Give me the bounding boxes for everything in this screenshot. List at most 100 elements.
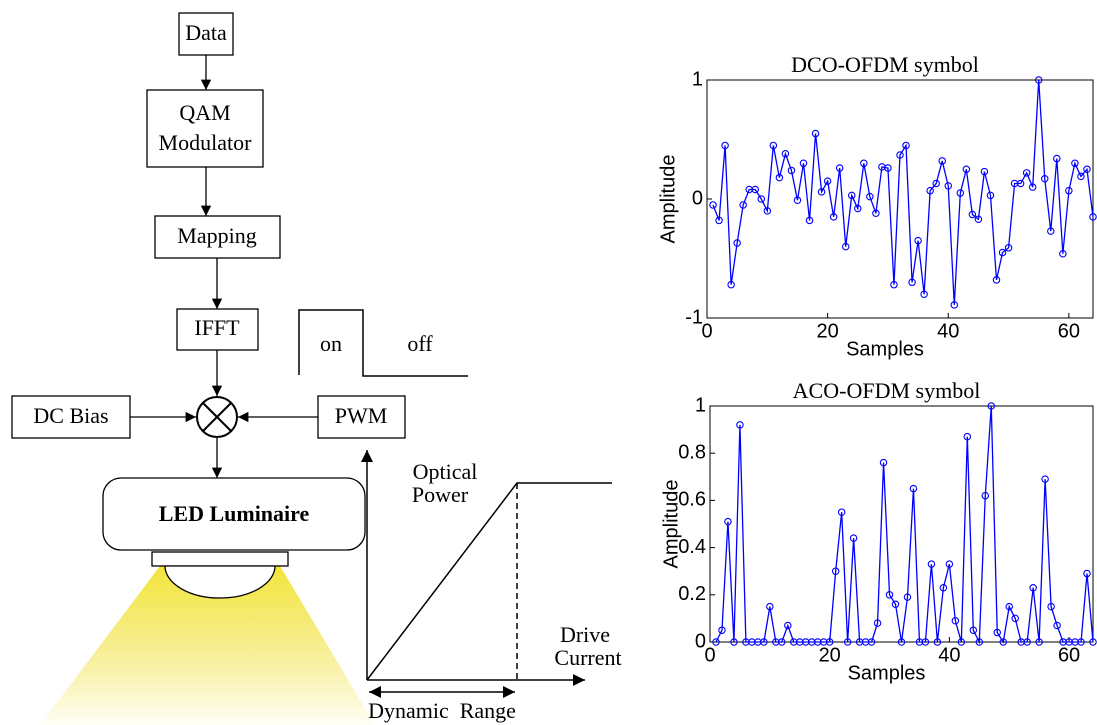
data-point [835, 164, 844, 172]
data-point [721, 141, 729, 150]
plot-frame [706, 79, 1094, 319]
y-tick-label: 0 [692, 187, 703, 209]
data-point [890, 280, 898, 289]
data-point [1029, 583, 1037, 592]
x-tick-label: 20 [817, 320, 839, 342]
axis-label: Dynamic Range [368, 698, 516, 723]
data-point [1005, 602, 1013, 611]
data-point [724, 517, 732, 526]
data-point [872, 209, 880, 218]
chart-title: DCO-OFDM symbol [791, 52, 979, 77]
axis-label: Current [554, 645, 621, 670]
data-point [775, 173, 784, 182]
data-point [974, 215, 983, 223]
data-point [831, 567, 840, 575]
data-point [909, 484, 918, 493]
data-point [829, 213, 838, 221]
data-point [945, 560, 954, 568]
x-tick-label: 40 [938, 644, 960, 666]
data-point [986, 191, 995, 200]
y-tick-label: 1 [695, 394, 706, 416]
block-label: Data [185, 20, 227, 45]
qam-block [146, 89, 264, 168]
data-block [178, 12, 234, 56]
data-point [993, 628, 1001, 637]
data-point [1077, 638, 1085, 646]
data-point [962, 165, 971, 174]
data-point [823, 177, 832, 185]
data-point [999, 638, 1007, 646]
block-diagram: Data QAM Modulator Mapping IFFT DC Bias … [11, 12, 622, 725]
data-point [1041, 175, 1049, 183]
data-point [1011, 614, 1019, 623]
data-point [1089, 213, 1097, 221]
x-tick-label: 60 [1058, 320, 1080, 342]
data-point [938, 157, 946, 165]
x-tick-label: 40 [937, 320, 959, 342]
data-point [715, 216, 723, 225]
data-point [1077, 172, 1085, 181]
y-axis-label: Amplitude [657, 155, 679, 244]
block-label: QAM [179, 100, 230, 125]
data-point [992, 276, 1001, 284]
data-point [932, 179, 940, 188]
data-point [867, 638, 876, 646]
pwm-block [317, 395, 406, 439]
data-point [903, 593, 912, 601]
led-lens [164, 565, 276, 599]
y-tick-label: 0.4 [678, 536, 706, 558]
data-point [787, 166, 796, 175]
data-point [897, 638, 906, 646]
data-point [847, 191, 856, 200]
data-point [769, 141, 778, 150]
block-label: Mapping [177, 223, 256, 248]
data-point [1089, 638, 1097, 646]
x-tick-label: 0 [704, 644, 715, 666]
block-label: DC Bias [33, 403, 108, 428]
data-point [739, 201, 747, 209]
axis-label: Power [412, 482, 469, 507]
data-point [1071, 159, 1079, 168]
multiplier [196, 396, 238, 438]
data-point [781, 150, 790, 158]
data-point [1059, 249, 1067, 258]
led-block [102, 477, 366, 551]
data-point [987, 402, 996, 410]
mapping-block [154, 215, 281, 259]
data-point [760, 638, 768, 646]
data-point [884, 164, 892, 172]
data-point [1028, 183, 1037, 191]
data-point [843, 638, 852, 646]
data-point [1083, 165, 1091, 174]
data-point [891, 600, 900, 608]
data-point [951, 617, 960, 625]
data-point [998, 248, 1007, 257]
x-tick-label: 0 [701, 320, 712, 342]
data-point [1065, 186, 1073, 195]
data-point [926, 186, 934, 195]
data-point [763, 207, 772, 215]
data-point [799, 159, 808, 168]
data-point [1034, 76, 1043, 84]
data-point [963, 432, 972, 441]
data-point [920, 290, 928, 298]
data-point [1035, 638, 1043, 646]
data-point [837, 508, 846, 516]
y-tick-label: -1 [685, 306, 703, 328]
y-tick-label: 0.2 [678, 583, 706, 605]
data-point [849, 534, 858, 542]
data-point [1083, 569, 1091, 578]
y-tick-label: 0.8 [678, 441, 706, 463]
data-point [825, 638, 834, 646]
block-label: Modulator [159, 130, 253, 155]
data-point [873, 619, 882, 627]
data-point [1053, 154, 1061, 163]
data-point [784, 621, 792, 630]
led-mount [151, 551, 289, 567]
data-point [885, 591, 894, 599]
data-point [957, 638, 966, 646]
data-point [1023, 638, 1031, 646]
chart-title: ACO-OFDM symbol [793, 378, 981, 403]
y-tick-label: 0 [695, 630, 706, 652]
data-point [1053, 621, 1061, 630]
